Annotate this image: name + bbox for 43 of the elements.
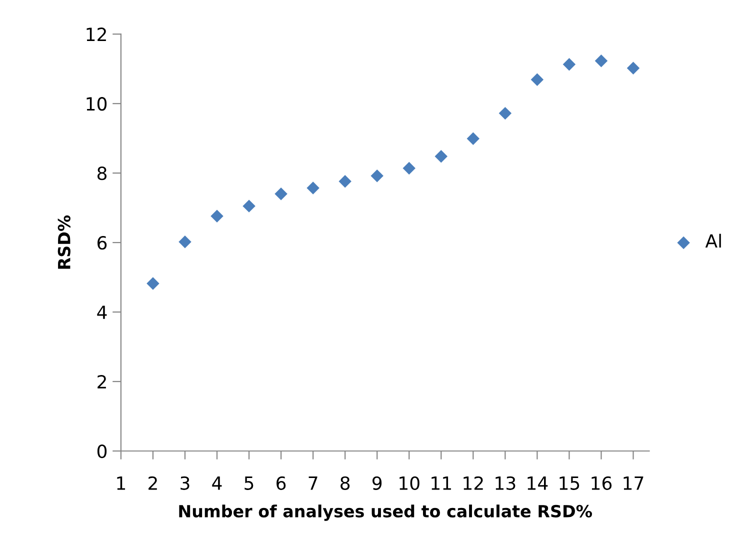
x-tick-label: 3 [180,476,190,490]
point [562,58,576,71]
x-tick-label: 12 [464,476,483,490]
x-tick-label: 14 [528,476,548,490]
y-tick-label: 10 [86,97,107,111]
point [146,277,160,290]
x-tick-label: 13 [496,476,516,490]
point [626,62,640,75]
point [242,200,256,212]
point [466,132,480,146]
y-tick-label: 12 [86,28,106,41]
point [274,188,288,200]
point [210,210,224,223]
point [402,162,416,175]
point [370,169,384,182]
x-tick-label: 6 [276,476,286,490]
y-tick-label: 4 [97,306,107,319]
y-tick-label: 0 [97,444,107,458]
x-tick-label: 10 [400,476,420,490]
x-tick-label: 2 [148,476,157,490]
point [594,54,608,68]
x-tick-label: 17 [624,476,644,490]
y-tick-label: 8 [97,166,107,180]
x-tick-label: 9 [372,476,382,490]
x-tick-label: 7 [308,476,318,490]
point [434,150,448,163]
x-tick-label: 16 [592,476,612,490]
point [178,235,192,248]
x-tick-label: 4 [212,476,222,490]
y-tick-label: 6 [98,236,107,250]
x-tick-label: 8 [340,476,350,490]
x-tick-label: 11 [432,476,451,490]
legend-label: Al [705,234,721,248]
point [498,106,512,120]
y-axis-title: RSD% [58,215,70,269]
point [306,182,320,194]
x-tick-label: 5 [244,476,254,490]
point [338,175,352,188]
x-axis-title: Number of analyses used to calculate RSD% [179,504,592,521]
x-tick-label: 15 [560,476,580,490]
x-tick-label: 1 [117,476,126,490]
point [530,73,544,86]
y-tick-label: 2 [98,374,106,388]
